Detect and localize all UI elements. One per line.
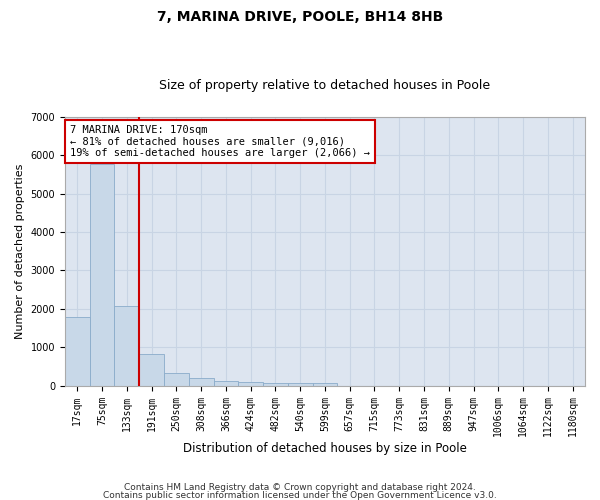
Bar — [89, 164, 115, 386]
Title: Size of property relative to detached houses in Poole: Size of property relative to detached ho… — [160, 79, 491, 92]
Text: 7 MARINA DRIVE: 170sqm
← 81% of detached houses are smaller (9,016)
19% of semi-: 7 MARINA DRIVE: 170sqm ← 81% of detached… — [70, 125, 370, 158]
Text: Contains HM Land Registry data © Crown copyright and database right 2024.: Contains HM Land Registry data © Crown c… — [124, 484, 476, 492]
Text: Contains public sector information licensed under the Open Government Licence v3: Contains public sector information licen… — [103, 490, 497, 500]
X-axis label: Distribution of detached houses by size in Poole: Distribution of detached houses by size … — [183, 442, 467, 455]
Bar — [139, 354, 164, 386]
Bar — [263, 382, 288, 386]
Y-axis label: Number of detached properties: Number of detached properties — [15, 164, 25, 339]
Bar — [288, 383, 313, 386]
Text: 7, MARINA DRIVE, POOLE, BH14 8HB: 7, MARINA DRIVE, POOLE, BH14 8HB — [157, 10, 443, 24]
Bar — [164, 372, 189, 386]
Bar — [238, 382, 263, 386]
Bar — [65, 317, 89, 386]
Bar — [313, 384, 337, 386]
Bar — [115, 306, 139, 386]
Bar — [189, 378, 214, 386]
Bar — [214, 382, 238, 386]
